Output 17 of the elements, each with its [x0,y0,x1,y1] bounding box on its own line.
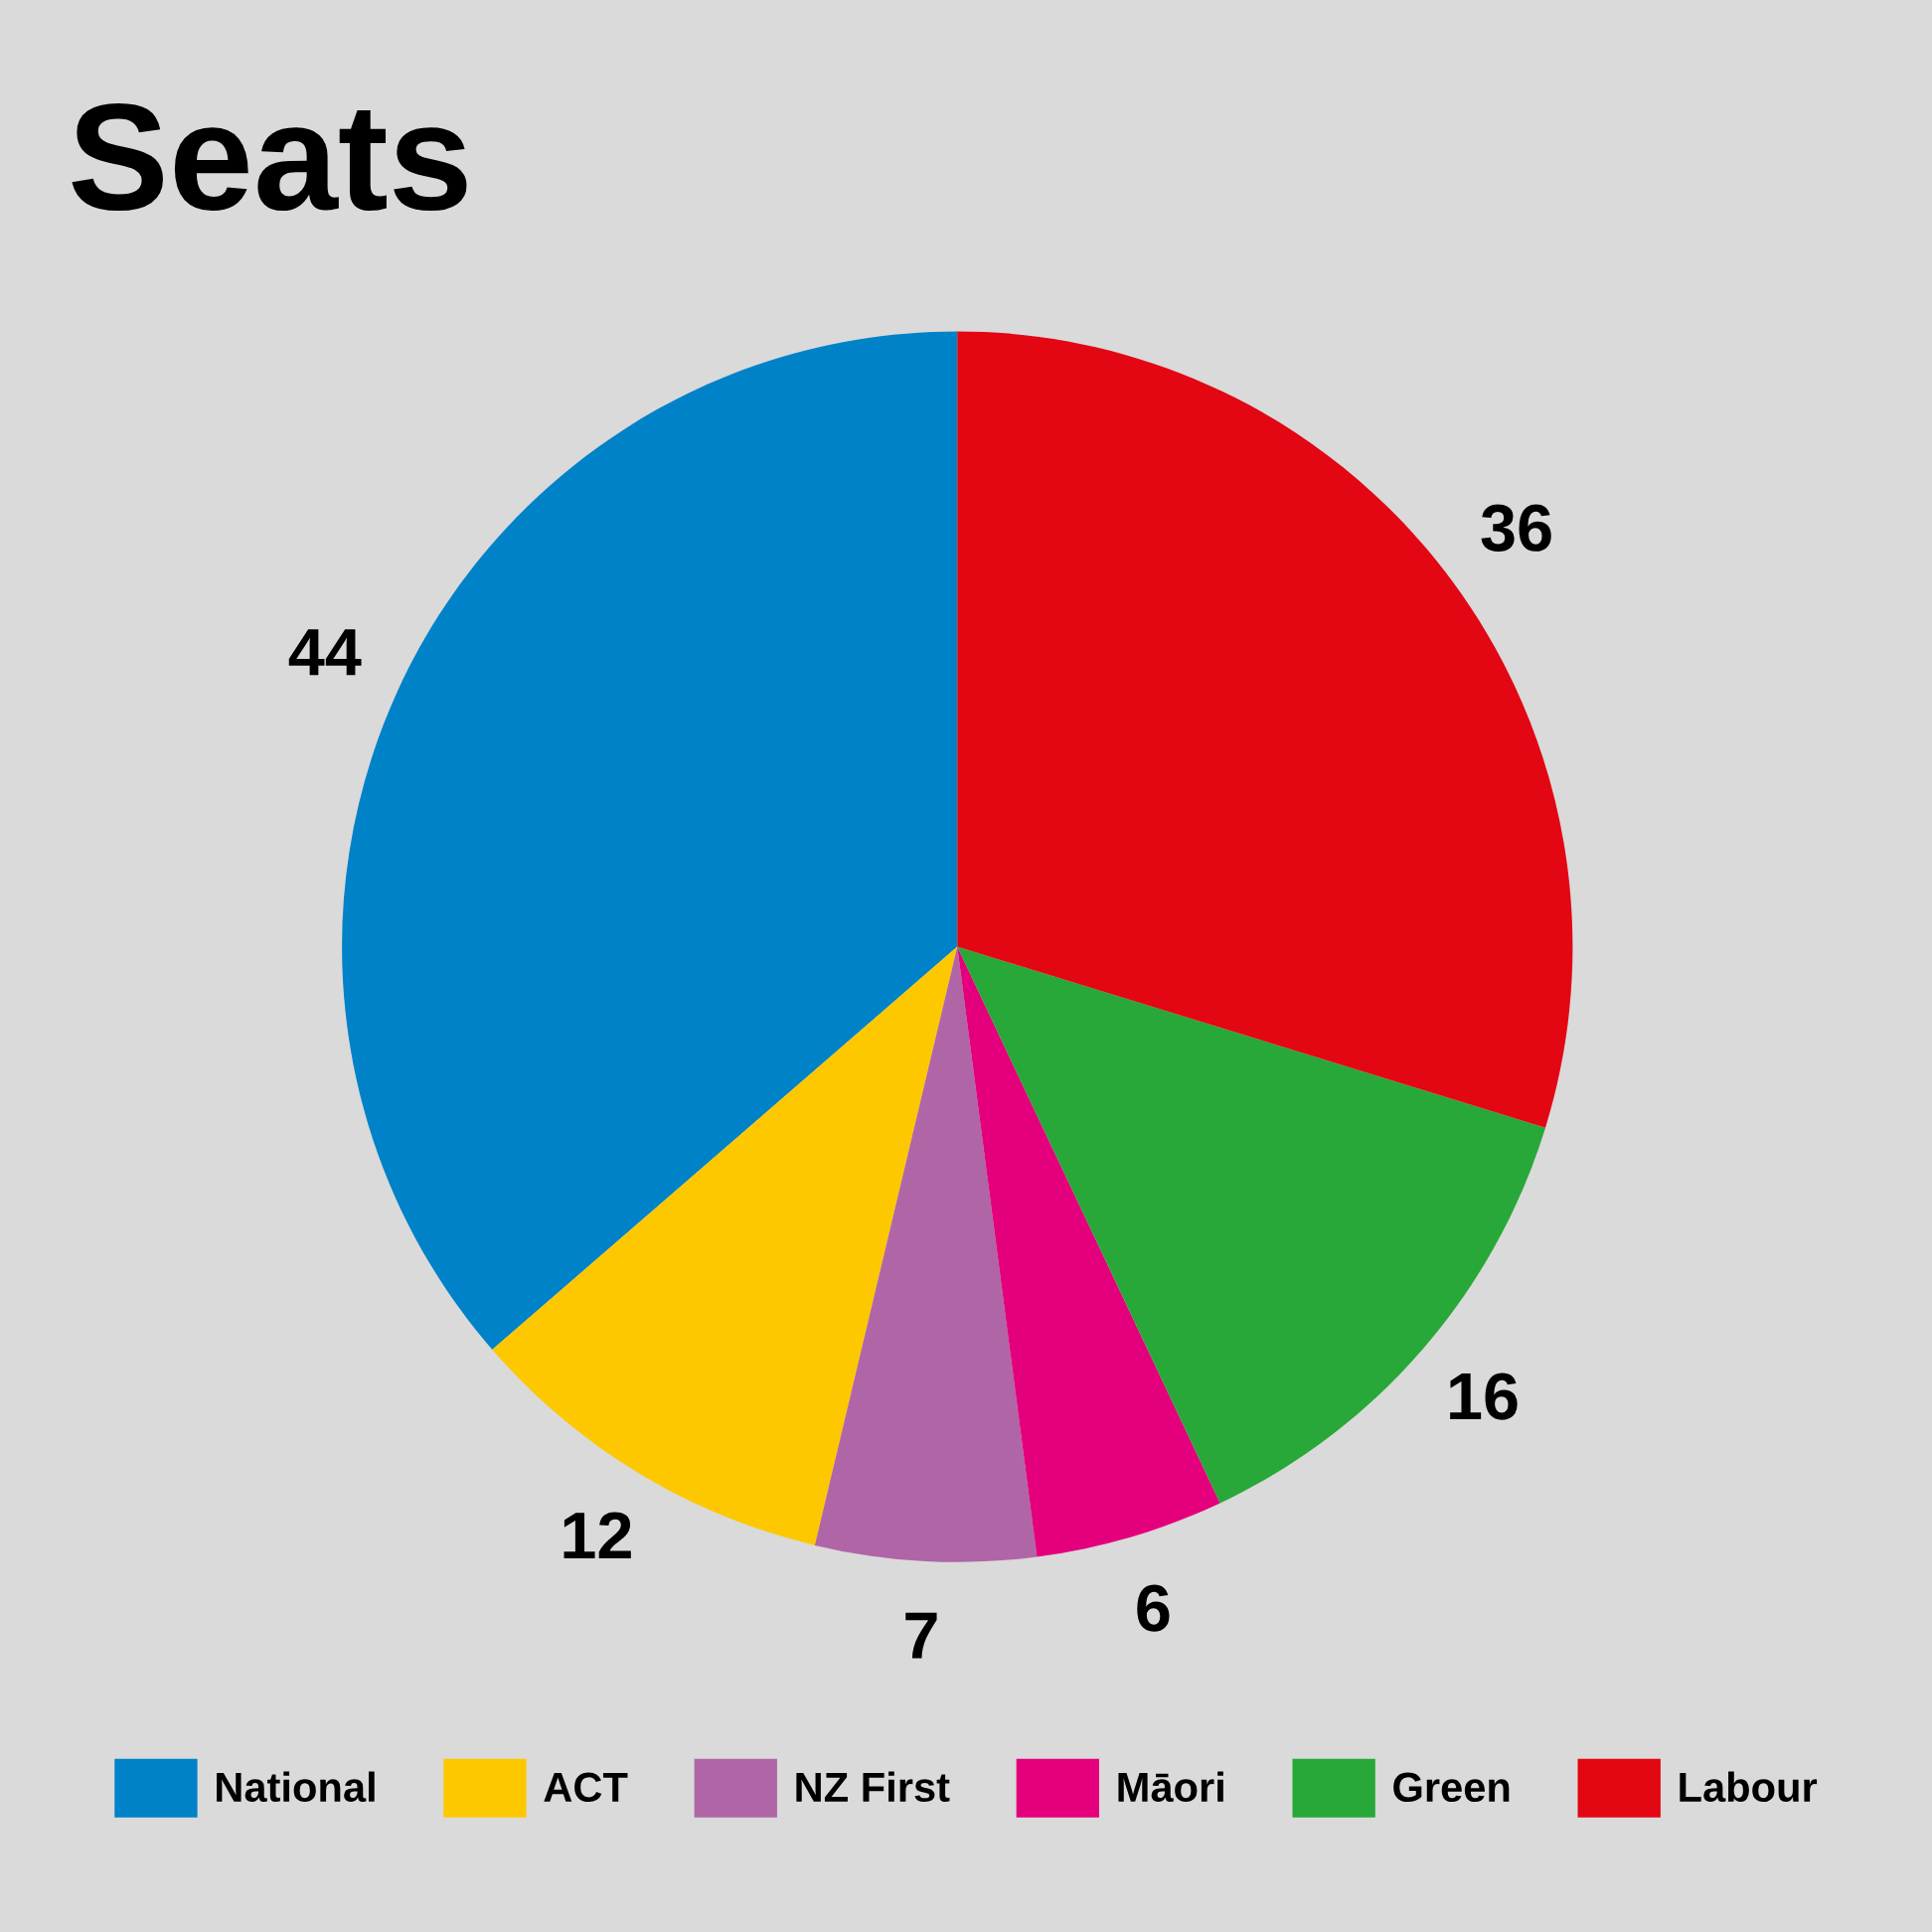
data-label: 36 [1481,504,1551,552]
legend-label: NZ First [796,1771,950,1803]
chart-title: Seats [72,102,467,212]
legend-label: Māori [1118,1771,1223,1803]
legend-label: ACT [544,1772,628,1803]
pie-slice [957,331,1573,1128]
legend-label: National [217,1771,375,1803]
pie-slice [957,946,1220,1557]
pie-slice [814,946,1038,1562]
data-label: 44 [288,629,362,676]
data-label: 7 [905,1612,937,1659]
legend-label: Green [1393,1772,1510,1803]
legend-label: Labour [1680,1771,1818,1803]
pie-slice [957,946,1546,1504]
data-label: 6 [1137,1584,1170,1632]
data-label: 12 [564,1512,631,1559]
data-label: 16 [1450,1372,1518,1420]
